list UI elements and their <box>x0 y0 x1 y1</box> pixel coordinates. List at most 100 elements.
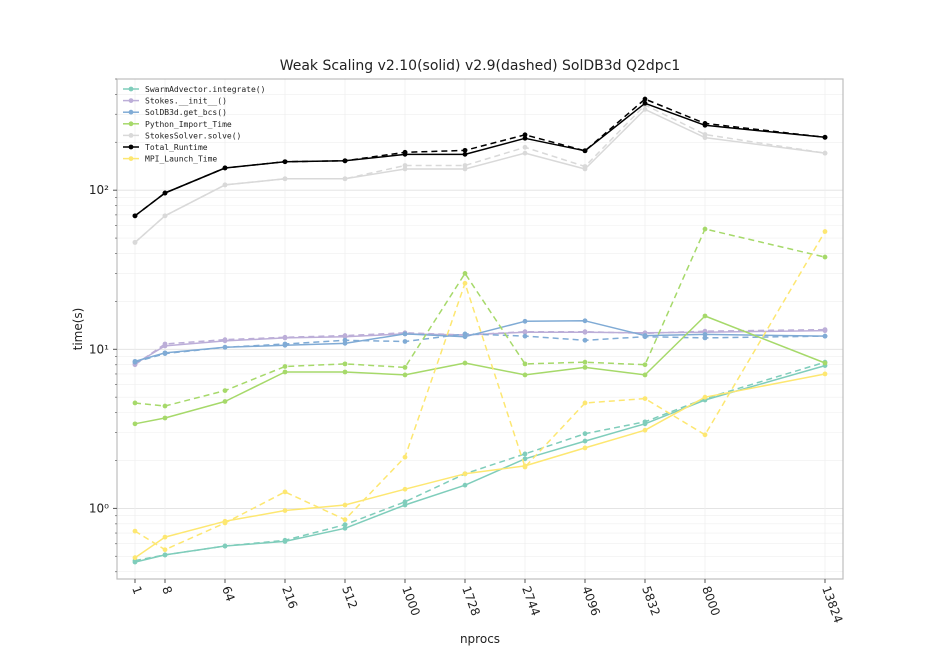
data-point <box>822 254 828 260</box>
data-point <box>402 339 408 344</box>
legend-marker <box>128 144 134 150</box>
data-point <box>222 182 228 188</box>
legend-label: Total_Runtime <box>145 143 208 152</box>
series-line-solid <box>134 320 826 363</box>
data-point <box>702 313 708 319</box>
series-line-solid <box>134 373 826 559</box>
data-point <box>822 371 828 377</box>
data-point <box>222 338 228 344</box>
data-point <box>222 543 228 549</box>
data-point <box>402 502 408 508</box>
y-tick-label: 10⁰ <box>89 501 109 515</box>
data-point <box>642 96 648 102</box>
data-point <box>282 335 288 341</box>
series-line-solid <box>134 108 826 243</box>
data-point <box>642 107 648 112</box>
data-point <box>402 163 408 168</box>
data-point <box>402 486 408 492</box>
data-point <box>402 151 408 157</box>
data-point <box>822 328 828 334</box>
data-point <box>342 334 348 340</box>
data-point <box>522 451 528 457</box>
x-tick-label: 64 <box>219 584 237 603</box>
data-point <box>342 517 348 523</box>
data-point <box>522 361 528 367</box>
data-point <box>162 415 168 421</box>
series-line-solid <box>134 364 826 563</box>
data-point <box>282 508 288 513</box>
legend-label: Stokes.__init__() <box>145 97 227 106</box>
data-point <box>402 372 408 378</box>
data-point <box>462 360 468 366</box>
data-point <box>402 331 408 337</box>
data-point <box>822 229 828 234</box>
data-point <box>702 394 708 400</box>
data-point <box>642 100 648 106</box>
data-point <box>132 421 138 427</box>
data-point <box>222 344 228 350</box>
data-point <box>822 150 828 156</box>
data-point <box>582 438 588 444</box>
series-line-solid <box>134 329 826 365</box>
data-point <box>522 132 528 138</box>
data-point <box>462 166 468 172</box>
data-point <box>342 369 348 375</box>
legend: SwarmAdvector.integrate() Stokes.__init__… <box>123 85 265 164</box>
data-point <box>162 403 168 409</box>
data-point <box>522 329 528 335</box>
data-point <box>462 280 468 286</box>
series-line-solid <box>134 102 826 217</box>
data-point <box>282 489 288 495</box>
x-tick-label: 1 <box>129 584 145 596</box>
legend-label: Python_Import_Time <box>145 120 232 129</box>
data-point <box>822 333 828 339</box>
data-point <box>642 362 648 368</box>
data-point <box>162 547 168 553</box>
series-line-dashed <box>134 228 826 407</box>
data-point <box>582 400 588 406</box>
data-point <box>582 431 588 437</box>
legend-label: SolDB3d.get_bcs() <box>145 108 227 117</box>
data-point <box>702 332 708 337</box>
data-point <box>582 329 588 335</box>
legend-label: MPI_Launch_Time <box>145 155 217 164</box>
data-point <box>342 522 348 528</box>
data-point <box>162 213 168 219</box>
data-point <box>462 334 468 340</box>
data-point <box>702 226 708 232</box>
data-point <box>522 318 528 324</box>
legend-marker <box>128 156 134 162</box>
data-point <box>822 134 828 140</box>
legend-marker <box>128 121 134 127</box>
legend-marker <box>128 98 134 103</box>
data-point <box>132 528 138 534</box>
data-point <box>462 147 468 153</box>
data-point <box>642 333 648 338</box>
data-point <box>402 166 408 172</box>
data-point <box>162 552 168 558</box>
data-point <box>222 399 228 404</box>
data-point <box>522 456 528 462</box>
data-point <box>522 135 528 141</box>
data-point <box>462 482 468 488</box>
data-point <box>282 369 288 375</box>
data-point <box>642 396 648 401</box>
data-point <box>162 534 168 540</box>
series-line-dashed <box>134 104 826 243</box>
data-point <box>582 445 588 451</box>
y-axis-label: time(s) <box>71 308 85 351</box>
data-point <box>342 502 348 508</box>
data-point <box>222 518 228 524</box>
data-point <box>282 342 288 348</box>
y-tick-label: 10¹ <box>89 342 109 356</box>
data-point <box>282 539 288 544</box>
data-point <box>522 463 528 469</box>
data-point <box>342 158 348 164</box>
data-point <box>642 427 648 433</box>
legend-label: SwarmAdvector.integrate() <box>145 85 265 94</box>
legend-marker <box>128 109 134 115</box>
data-point <box>582 148 588 154</box>
data-point <box>582 364 588 370</box>
data-point <box>462 471 468 477</box>
